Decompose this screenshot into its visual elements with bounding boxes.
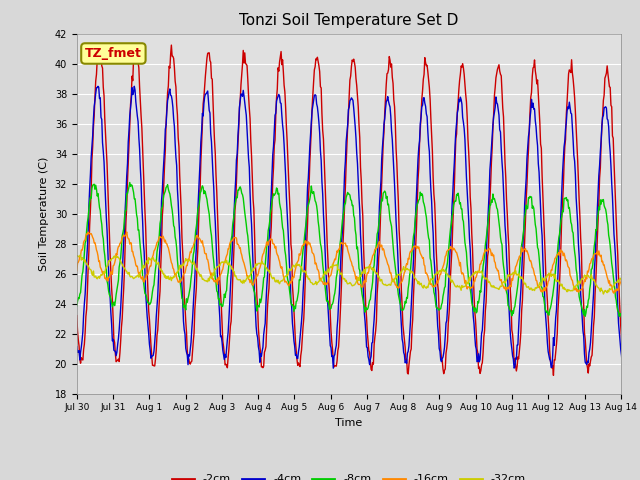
-2cm xyxy=(477,368,484,373)
Legend: -2cm, -4cm, -8cm, -16cm, -32cm: -2cm, -4cm, -8cm, -16cm, -32cm xyxy=(167,470,531,480)
-32cm xyxy=(335,267,342,273)
-16cm xyxy=(73,268,81,274)
-4cm xyxy=(492,105,499,110)
-4cm xyxy=(152,314,160,320)
-32cm xyxy=(152,260,160,265)
-8cm xyxy=(314,209,321,215)
Line: -8cm: -8cm xyxy=(77,182,639,317)
-16cm xyxy=(610,290,618,296)
-16cm xyxy=(152,242,160,248)
Line: -16cm: -16cm xyxy=(77,232,639,293)
-8cm xyxy=(76,296,83,301)
-2cm xyxy=(491,93,499,98)
-16cm xyxy=(635,262,640,268)
-16cm xyxy=(477,261,484,267)
-4cm xyxy=(477,331,485,336)
-16cm xyxy=(491,259,499,264)
-32cm xyxy=(73,252,81,258)
-8cm xyxy=(477,289,484,295)
-8cm xyxy=(335,257,342,263)
-32cm xyxy=(635,288,640,294)
-2cm xyxy=(314,54,321,60)
-32cm xyxy=(76,253,83,259)
-4cm xyxy=(314,104,321,110)
Line: -4cm: -4cm xyxy=(77,86,639,368)
Y-axis label: Soil Temperature (C): Soil Temperature (C) xyxy=(39,156,49,271)
-8cm xyxy=(73,303,81,309)
Line: -2cm: -2cm xyxy=(77,44,639,375)
-8cm xyxy=(618,314,625,320)
-32cm xyxy=(314,280,321,286)
Line: -32cm: -32cm xyxy=(77,255,639,294)
-2cm xyxy=(97,41,104,47)
-2cm xyxy=(152,347,160,353)
-8cm xyxy=(491,196,499,202)
-4cm xyxy=(131,84,138,89)
-4cm xyxy=(76,348,83,353)
-8cm xyxy=(152,261,160,266)
-16cm xyxy=(76,257,83,263)
-4cm xyxy=(73,344,81,349)
-16cm xyxy=(335,246,342,252)
-32cm xyxy=(600,291,607,297)
Text: TZ_fmet: TZ_fmet xyxy=(85,47,142,60)
-32cm xyxy=(477,269,484,275)
-4cm xyxy=(335,290,343,296)
-16cm xyxy=(314,266,321,272)
-2cm xyxy=(635,112,640,118)
-32cm xyxy=(491,285,499,290)
-2cm xyxy=(73,313,81,319)
X-axis label: Time: Time xyxy=(335,418,362,428)
-4cm xyxy=(635,113,640,119)
-2cm xyxy=(76,343,83,349)
-2cm xyxy=(335,344,342,350)
Title: Tonzi Soil Temperature Set D: Tonzi Soil Temperature Set D xyxy=(239,13,458,28)
-8cm xyxy=(635,200,640,205)
-8cm xyxy=(126,180,134,185)
-4cm xyxy=(330,365,337,371)
-2cm xyxy=(550,372,557,378)
-32cm xyxy=(77,252,84,258)
-16cm xyxy=(123,229,131,235)
